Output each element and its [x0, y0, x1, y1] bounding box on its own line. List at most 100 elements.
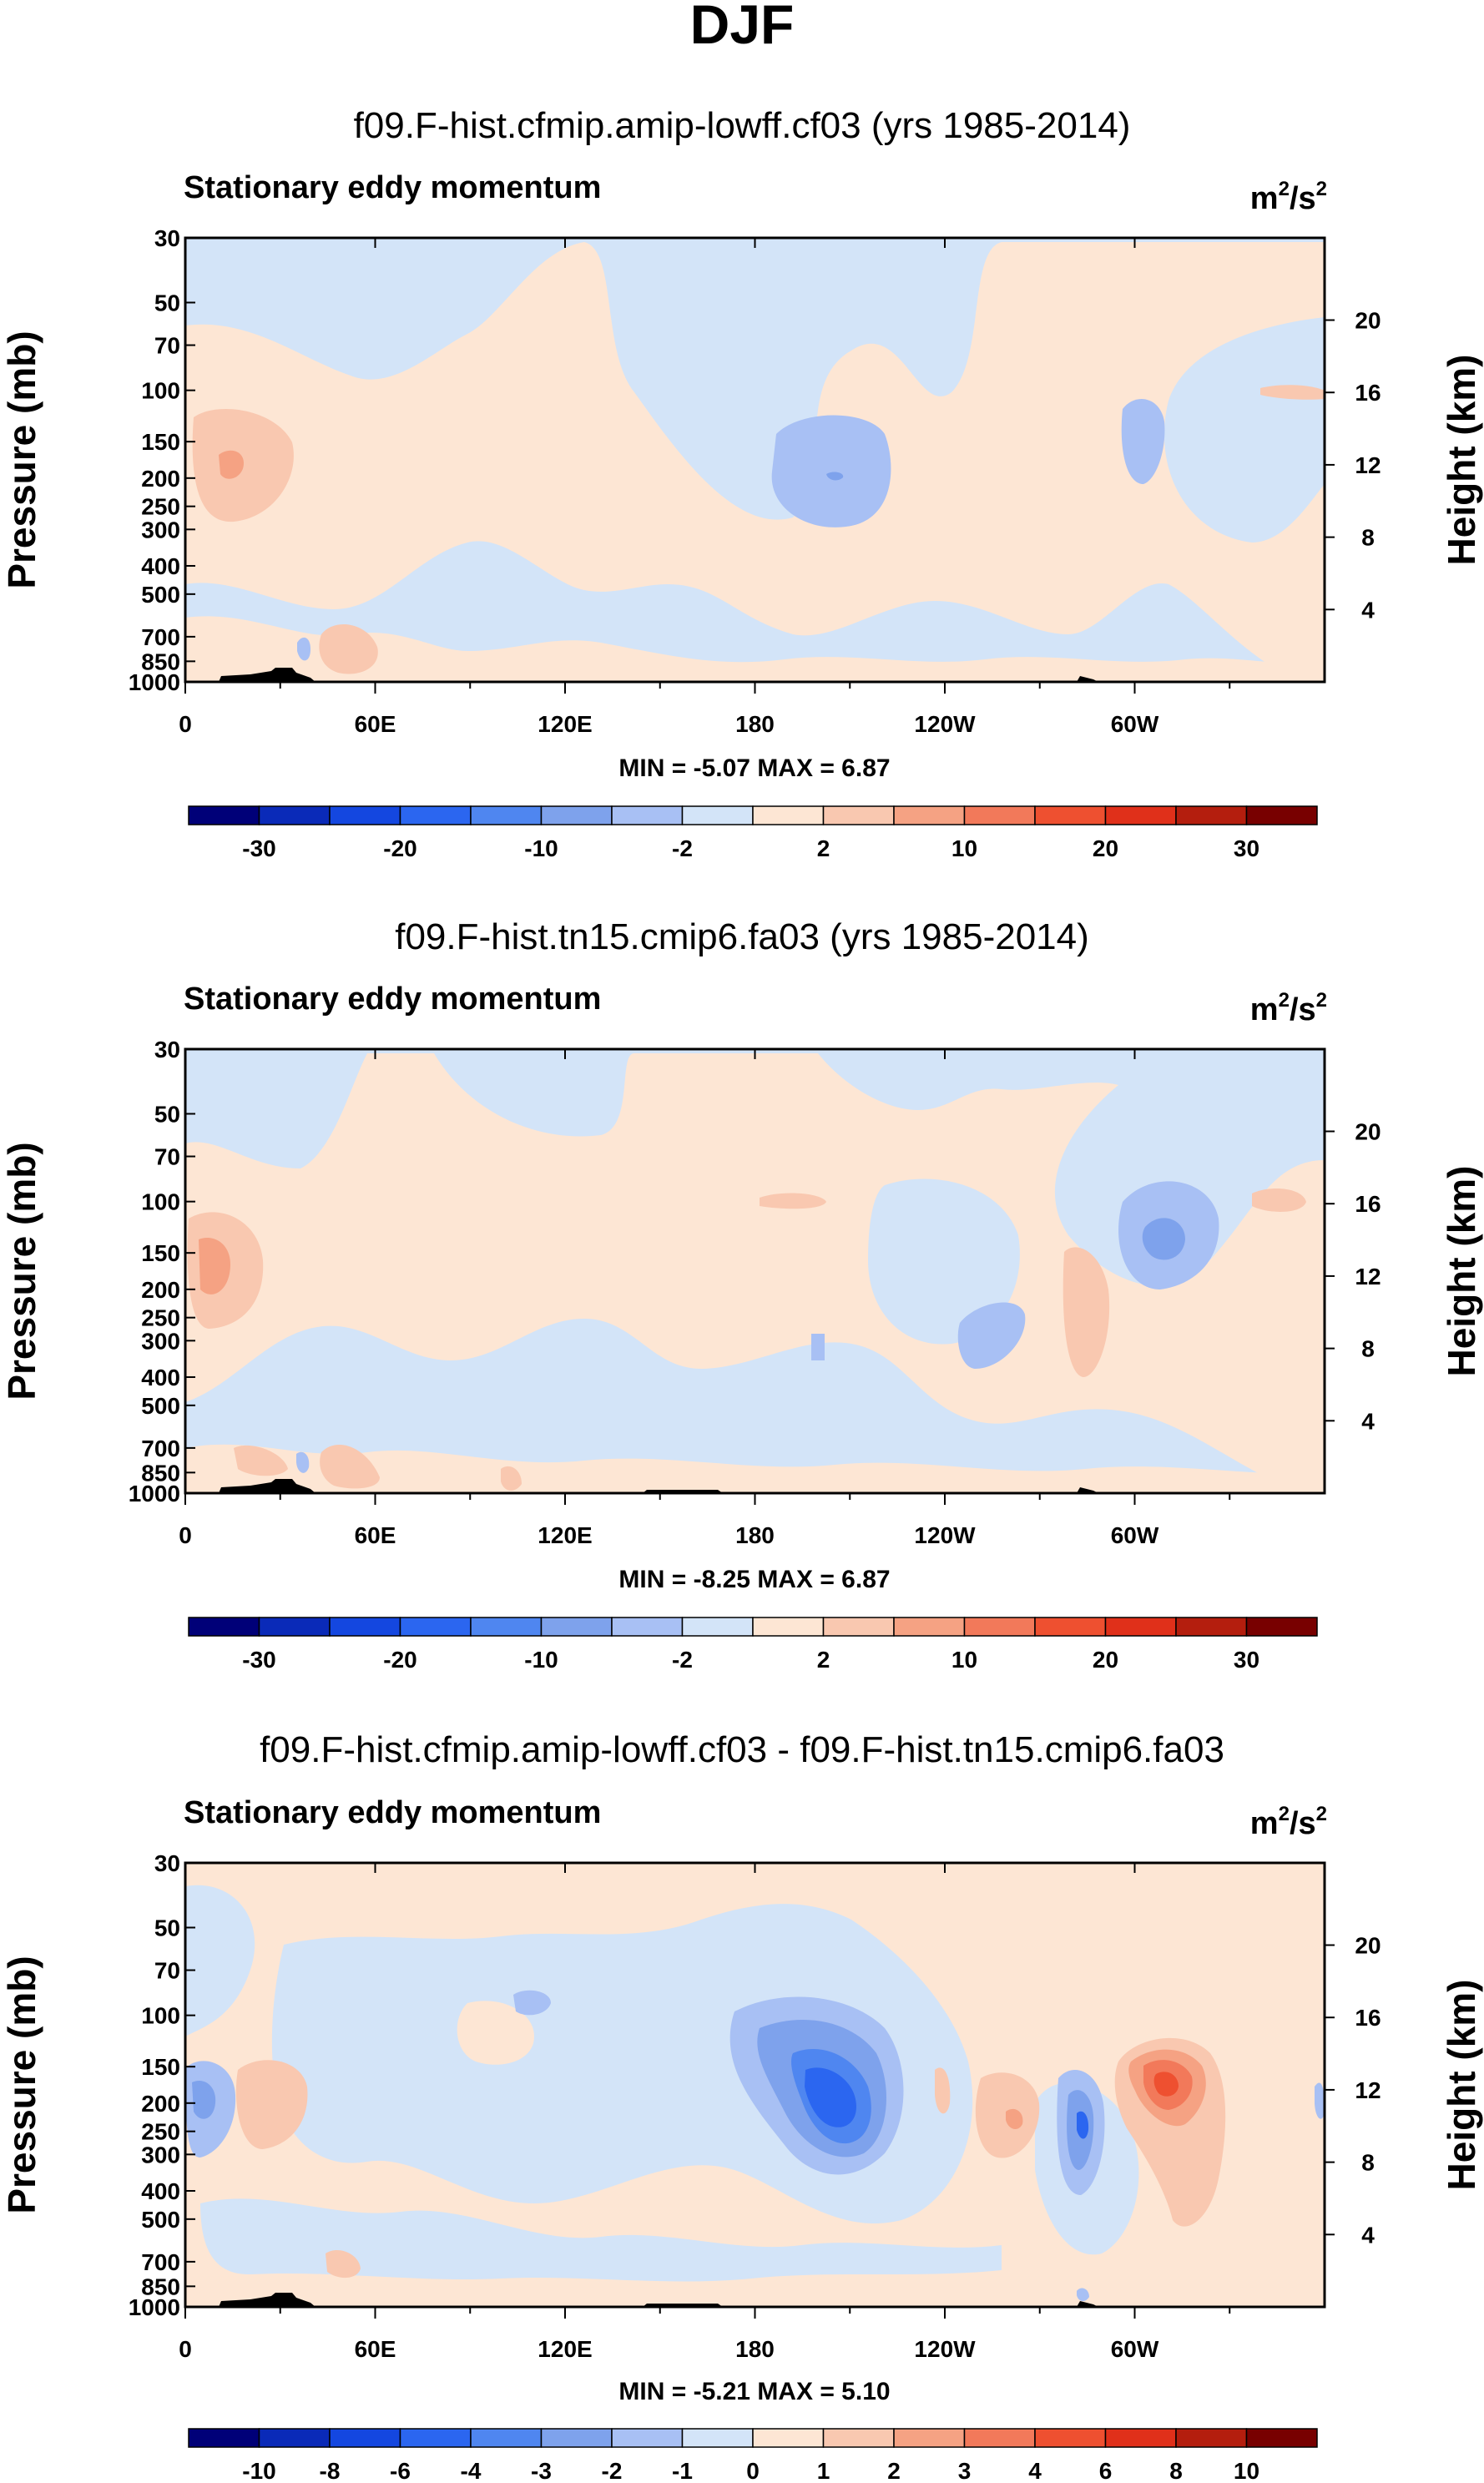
y-tick-label: 850	[141, 1460, 180, 1486]
colorbar-label: 30	[1234, 1647, 1259, 1673]
colorbar-swatch	[822, 1617, 895, 1637]
height-tick-label: 12	[1355, 452, 1381, 478]
colorbar-swatch	[681, 2428, 754, 2448]
x-tick-label: 60W	[1111, 1522, 1159, 1548]
colorbar-swatch	[329, 1617, 401, 1637]
colorbar-swatch	[893, 2428, 966, 2448]
y-tick-label: 100	[141, 1189, 180, 1215]
colorbar-label: 20	[1093, 1647, 1118, 1673]
height-tick-label: 8	[1361, 2150, 1375, 2176]
panel-3-eddy-30e-pos	[235, 2060, 308, 2149]
panel-1-pressure-label: Pressure (mb)	[0, 331, 43, 588]
y-tick-label: 300	[141, 517, 180, 543]
panel-1-eddy-east-pos	[1260, 385, 1325, 400]
panel-3-eddy-100e-neg	[513, 1990, 551, 2016]
panel-2-eddy-180-pos	[760, 1193, 826, 1209]
colorbar-swatch	[399, 2428, 472, 2448]
y-tick-label: 500	[141, 582, 180, 608]
panel-2-subtitle: Stationary eddy momentum	[184, 982, 601, 1017]
panel-3-neg-region-low	[200, 2198, 1002, 2282]
colorbar-swatch	[681, 805, 754, 825]
panel-1-x-ticks: 0 60E 120E 180 120W 60W	[179, 238, 1231, 737]
y-tick-label: 70	[154, 1144, 180, 1170]
height-tick-label: 20	[1355, 308, 1381, 334]
colorbar-swatch	[540, 1617, 613, 1637]
colorbar-label: -20	[383, 835, 416, 861]
y-tick-label: 30	[154, 225, 180, 251]
height-tick-label: 20	[1355, 1933, 1381, 1959]
y-tick-label: 250	[141, 1305, 180, 1331]
colorbar-label: -30	[242, 835, 275, 861]
y-tick-label: 150	[141, 2054, 180, 2080]
x-tick-label: 0	[179, 711, 192, 737]
colorbar-swatch	[258, 805, 331, 825]
panel-3-eddy-east-neg	[1315, 2082, 1325, 2119]
colorbar-swatch	[1245, 805, 1318, 825]
y-tick-label: 500	[141, 2207, 180, 2233]
panel-1-min-max: MIN = -5.07 MAX = 6.87	[618, 754, 890, 782]
y-tick-label: 30	[154, 1850, 180, 1876]
panel-1-eddy-60e-pos	[319, 624, 378, 674]
panel-3: f09.F-hist.cfmip.amip-lowff.cf03 - f09.F…	[0, 1729, 1483, 2483]
panel-2-units: m2/s2	[1250, 989, 1327, 1027]
y-tick-label: 1000	[129, 669, 180, 695]
y-tick-label: 400	[141, 553, 180, 579]
colorbar-swatch	[399, 805, 472, 825]
panel-2-field	[185, 1049, 1325, 1493]
panel-3-eddy-150w-pos-core	[1006, 2108, 1023, 2130]
panel-2-positive-band-lower	[185, 1444, 1325, 1493]
colorbar-swatch	[1245, 2428, 1318, 2448]
panel-2-neg-pocket-east	[868, 1178, 1020, 1345]
panel-1-eddy-dateline-neg	[771, 415, 891, 527]
x-tick-label: 120E	[538, 2336, 592, 2362]
x-tick-label: 180	[735, 711, 775, 737]
colorbar-label: 2	[817, 835, 830, 861]
colorbar-label: -20	[383, 1647, 416, 1673]
panel-3-title: f09.F-hist.cfmip.amip-lowff.cf03 - f09.F…	[260, 1729, 1224, 1770]
panel-2: f09.F-hist.tn15.cmip6.fa03 (yrs 1985-201…	[0, 916, 1483, 1673]
panel-2-pressure-label: Pressure (mb)	[0, 1142, 43, 1400]
colorbar-swatch	[963, 2428, 1036, 2448]
panel-3-units: m2/s2	[1250, 1803, 1327, 1841]
y-tick-label: 250	[141, 2119, 180, 2145]
height-tick-label: 4	[1361, 597, 1375, 623]
panel-3-min-max: MIN = -5.21 MAX = 5.10	[618, 2378, 890, 2405]
panel-1: f09.F-hist.cfmip.amip-lowff.cf03 (yrs 19…	[0, 105, 1483, 861]
colorbar-label: 3	[958, 2458, 972, 2483]
panel-1-eddy-near-neg	[297, 637, 310, 661]
colorbar-label: -1	[672, 2458, 693, 2483]
y-tick-label: 100	[141, 378, 180, 404]
panel-2-eddy-150w-neg	[957, 1302, 1026, 1369]
height-tick-label: 12	[1355, 1264, 1381, 1289]
y-tick-label: 200	[141, 466, 180, 492]
panel-2-eddy-dateline-neg	[811, 1334, 825, 1360]
colorbar-label: -8	[320, 2458, 341, 2483]
x-tick-label: 60W	[1111, 711, 1159, 737]
y-tick-label: 250	[141, 494, 180, 520]
y-tick-label: 300	[141, 2142, 180, 2168]
panel-1-colorbar: -30 -20 -10 -2 2 10 20 30	[188, 805, 1318, 861]
panel-3-eddy-60w-pos-core	[1153, 2072, 1179, 2097]
y-tick-label: 30	[154, 1037, 180, 1062]
panel-2-eddy-west-pos-core	[199, 1238, 230, 1294]
colorbar-label: 10	[951, 835, 977, 861]
y-tick-label: 700	[141, 624, 180, 650]
panel-3-pressure-label: Pressure (mb)	[0, 1956, 43, 2213]
panel-3-height-label: Height (km)	[1440, 1980, 1483, 2191]
colorbar-label: -3	[531, 2458, 552, 2483]
panel-1-positive-band-upper	[185, 242, 1325, 682]
colorbar-label: -10	[242, 2458, 275, 2483]
panel-3-colorbar: -10 -8 -6 -4 -3 -2 -1 0 1 2 3 4 6 8 10	[188, 2428, 1318, 2483]
panel-3-eddy-180-pos	[935, 2067, 951, 2114]
colorbar-swatch	[188, 805, 260, 825]
x-tick-label: 120E	[538, 711, 592, 737]
x-tick-label: 60E	[355, 2336, 396, 2362]
x-tick-label: 180	[735, 2336, 775, 2362]
x-tick-label: 0	[179, 1522, 192, 1548]
colorbar-swatch	[540, 805, 613, 825]
panel-1-height-label: Height (km)	[1440, 355, 1483, 566]
y-tick-label: 50	[154, 1915, 180, 1941]
y-tick-label: 200	[141, 2091, 180, 2117]
colorbar-swatch	[540, 2428, 613, 2448]
